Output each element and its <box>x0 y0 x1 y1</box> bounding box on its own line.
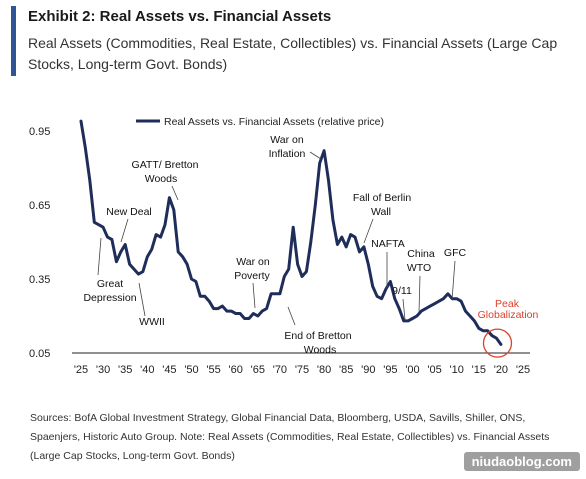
legend: Real Assets vs. Financial Assets (relati… <box>136 116 384 128</box>
legend-label: Real Assets vs. Financial Assets (relati… <box>164 116 384 128</box>
annotation-leader <box>418 275 421 313</box>
x-tick-label: '50 <box>184 364 198 376</box>
chart-subtitle: Real Assets (Commodities, Real Estate, C… <box>28 35 558 72</box>
x-tick-label: '35 <box>118 364 132 376</box>
x-tick-label: '05 <box>427 364 441 376</box>
annotation-leader <box>287 306 296 326</box>
annotation-leader <box>171 185 179 201</box>
accent-bar <box>11 6 16 76</box>
annotation-label: Globalization <box>478 309 539 321</box>
annotation-leader <box>97 237 102 276</box>
x-tick-label: '95 <box>383 364 397 376</box>
y-tick-label: 0.95 <box>29 126 50 138</box>
annotation-label: Fall of Berlin <box>353 192 412 204</box>
chart-title: Exhibit 2: Real Assets vs. Financial Ass… <box>28 8 332 25</box>
annotation-leader <box>451 260 456 301</box>
watermark: niudaoblog.com <box>463 452 580 471</box>
x-tick-label: '60 <box>229 364 243 376</box>
annotation-label: War on <box>270 134 304 146</box>
annotation-leader <box>309 151 322 160</box>
y-tick-label: 0.05 <box>29 348 50 360</box>
annotation-label: GATT/ Bretton <box>132 159 199 171</box>
x-tick-label: '40 <box>140 364 154 376</box>
x-tick-label: '25 <box>74 364 88 376</box>
annotation-label: WTO <box>407 262 431 274</box>
x-tick-label: '75 <box>295 364 309 376</box>
annotations: Great Depression New Deal WWII GATT/ Bretton… <box>83 134 539 358</box>
x-tick-label: '25 <box>516 364 530 376</box>
x-tick-label: '80 <box>317 364 331 376</box>
x-tick-label: '30 <box>96 364 110 376</box>
x-tick-label: '45 <box>162 364 176 376</box>
x-tick-label: '90 <box>361 364 375 376</box>
x-tick-label: '55 <box>206 364 220 376</box>
x-tick-label: '85 <box>339 364 353 376</box>
annotation-leader <box>363 218 374 244</box>
x-axis-ticks: '25 '30 '35 '40 '45 '50 '55 '60 '65 '70 '75 '80 '85 '… <box>74 364 530 376</box>
annotation-label: Inflation <box>269 148 306 160</box>
series-line <box>79 119 503 346</box>
annotation-label: Woods <box>304 344 337 356</box>
annotation-label: End of Bretton <box>284 330 351 342</box>
annotation-label: Wall <box>371 206 391 218</box>
highlight-circle <box>482 328 513 358</box>
annotation-label: Poverty <box>234 270 270 282</box>
series-group <box>79 119 503 346</box>
y-axis-ticks: 0.05 0.35 0.65 0.95 <box>29 126 50 360</box>
annotation-label: Depression <box>83 292 136 304</box>
annotation-leader <box>138 282 146 317</box>
source-note: Sources: BofA Global Investment Strategy… <box>30 412 550 462</box>
x-tick-label: '20 <box>494 364 508 376</box>
x-tick-label: '00 <box>405 364 419 376</box>
y-tick-label: 0.35 <box>29 274 50 286</box>
annotation-label: Peak <box>495 298 520 310</box>
annotation-label: 9/11 <box>392 285 412 297</box>
annotation-label: New Deal <box>106 206 152 218</box>
x-tick-label: '10 <box>450 364 464 376</box>
line-chart: '25 '30 '35 '40 '45 '50 '55 '60 '65 '70 '75 '80 '85 '… <box>29 116 539 376</box>
x-tick-label: '70 <box>273 364 287 376</box>
annotation-label: NAFTA <box>371 238 405 250</box>
annotation-label: Great <box>97 278 123 290</box>
x-tick-label: '65 <box>251 364 265 376</box>
annotation-label: Woods <box>145 173 178 185</box>
annotation-label: China <box>407 248 435 260</box>
y-tick-label: 0.65 <box>29 200 50 212</box>
annotation-label: GFC <box>444 247 467 259</box>
annotation-label: War on <box>236 256 270 268</box>
annotation-leader <box>120 218 129 243</box>
annotation-label: WWII <box>139 316 165 328</box>
annotation-leader <box>402 298 406 321</box>
x-tick-label: '15 <box>472 364 486 376</box>
annotation-leader <box>252 282 256 309</box>
